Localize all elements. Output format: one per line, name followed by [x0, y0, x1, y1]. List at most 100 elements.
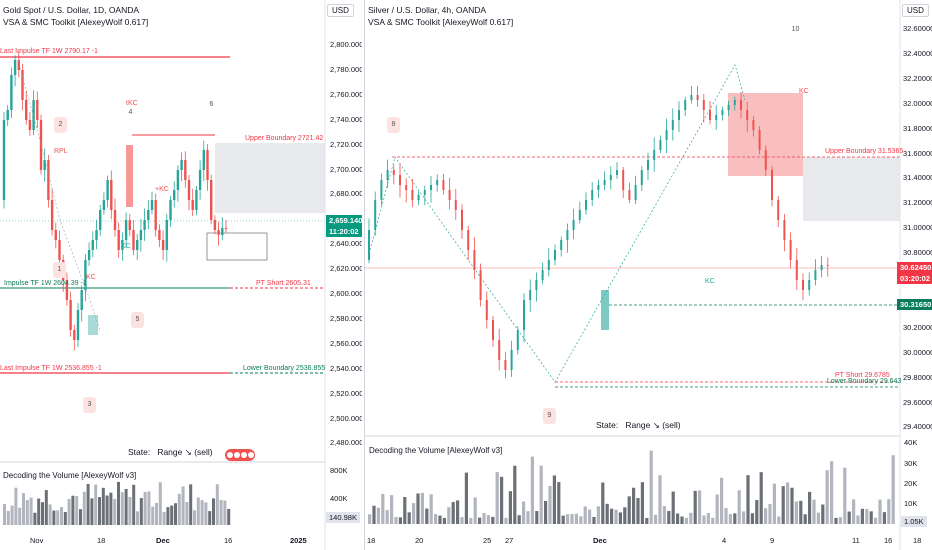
silver-price-tick: 30.20000 — [903, 322, 932, 332]
silver-candle-body — [727, 105, 730, 110]
gold-volume-bar — [44, 490, 48, 525]
silver-candle-body — [597, 185, 600, 190]
gold-state-label: State: — [128, 447, 151, 457]
gold-time-tick: Nov — [30, 536, 44, 545]
silver-volume-bar — [522, 501, 526, 524]
silver-volume-tick-20k: 20K — [904, 479, 918, 488]
silver-volume-bar — [640, 482, 644, 524]
silver-volume-bar — [495, 471, 499, 524]
gold-volume-bar — [6, 510, 10, 525]
gold-time-tick: 18 — [97, 536, 106, 545]
silver-volume-bar — [425, 508, 429, 524]
silver-volume-bar — [394, 516, 398, 524]
silver-candle-body — [461, 210, 463, 230]
silver-candle-body — [560, 240, 563, 250]
gold-volume-bar — [71, 495, 75, 525]
gold-price-tick: 2,620.000 — [330, 264, 362, 274]
gold-volume-bar — [177, 493, 181, 525]
silver-candle-body — [684, 100, 687, 110]
silver-chart-title-block: Silver / U.S. Dollar, 4h, OANDA VSA & SM… — [368, 4, 513, 28]
silver-time-tick: 25 — [483, 536, 492, 545]
gold-currency-button[interactable]: USD — [327, 4, 354, 17]
silver-price-tick: 29.80000 — [903, 372, 932, 382]
gold-candle-body — [121, 240, 124, 250]
silver-wave-marker-10: 10 — [791, 26, 800, 33]
silver-volume-bar — [865, 509, 869, 524]
gold-volume-bar — [158, 482, 162, 525]
silver-volume-bar — [447, 507, 451, 524]
silver-demand-zone — [601, 290, 609, 330]
silver-candle-body — [566, 230, 569, 240]
silver-volume-bar — [860, 508, 864, 524]
silver-volume-bar — [715, 494, 719, 524]
silver-volume-bar — [473, 497, 477, 524]
silver-candle-body — [585, 200, 587, 210]
gold-volume-bar — [75, 496, 79, 525]
silver-volume-bar — [548, 485, 552, 524]
silver-currency-button[interactable]: USD — [902, 4, 929, 17]
silver-candle-body — [715, 115, 718, 120]
silver-volume-bar — [891, 455, 895, 524]
silver-volume-bar — [526, 511, 530, 524]
silver-volume-bar — [368, 514, 372, 524]
gold-volume-bar — [136, 511, 139, 525]
silver-volume-tick-30k: 30K — [904, 459, 918, 468]
gold-chart-pane[interactable]: Gold Spot / U.S. Dollar, 1D, OANDA VSA &… — [0, 0, 362, 550]
gold-candle-body — [139, 230, 143, 240]
gold-candle-body — [25, 100, 28, 120]
silver-time-tick: 9 — [770, 536, 775, 545]
gold-price-tick: 2,740.000 — [330, 114, 362, 124]
silver-candle-body — [380, 180, 383, 200]
gold-candle-body — [43, 160, 46, 170]
silver-candle-body — [504, 360, 507, 370]
silver-candle-body — [808, 280, 811, 290]
silver-volume-bar — [852, 499, 856, 524]
gold-lower-boundary-label: Lower Boundary 2536.855 — [243, 365, 326, 372]
gold-candle-body — [58, 240, 61, 260]
silver-price-chart[interactable] — [365, 0, 932, 550]
gold-candle-body — [124, 220, 128, 240]
gold-volume-bar — [212, 498, 215, 525]
gold-kc-zone-red — [126, 145, 133, 207]
gold-target-box — [206, 232, 268, 261]
silver-candle-body — [628, 190, 631, 200]
silver-pt-short-label: PT Short 29.6785 — [835, 372, 890, 379]
silver-volume-tick-10k: 10K — [904, 499, 918, 508]
silver-volume-bar — [684, 517, 688, 524]
gold-price-chart[interactable] — [0, 0, 362, 550]
silver-candle-body — [826, 265, 829, 266]
silver-wave-path — [369, 64, 746, 383]
gold-state-readout: State: Range ↘ (sell) — [128, 447, 213, 458]
gold-volume-bar — [143, 491, 147, 525]
silver-volume-bar — [830, 461, 834, 524]
silver-volume-bar — [486, 514, 490, 524]
gold-candle-body — [136, 240, 139, 250]
silver-volume-bar — [434, 513, 438, 524]
gold-volume-bar — [196, 497, 200, 525]
silver-lower-boundary-label: Lower Boundary 29.643 — [827, 378, 902, 385]
silver-candle-body — [733, 100, 736, 105]
silver-volume-bar — [500, 476, 504, 524]
silver-volume-bar — [385, 510, 389, 524]
silver-price-tick: 29.60000 — [903, 397, 932, 407]
gold-last-impulse-top-label: Last Impulse TF 1W 2790.17 -1 — [0, 48, 98, 55]
silver-price-tick: 32.00000 — [903, 98, 932, 108]
gold-volume-bar — [67, 498, 71, 525]
silver-volume-bar — [662, 506, 666, 524]
silver-chart-title: Silver / U.S. Dollar, 4h, OANDA — [368, 5, 487, 15]
silver-candle-body — [448, 190, 451, 200]
silver-volume-bar — [407, 512, 411, 524]
silver-state-readout: State: Range ↘ (sell) — [596, 420, 681, 431]
gold-volume-tick-400k: 400K — [330, 494, 348, 503]
silver-chart-pane[interactable]: Silver / U.S. Dollar, 4h, OANDA VSA & SM… — [364, 0, 932, 550]
silver-volume-bar — [764, 508, 768, 524]
silver-state-label: State: — [596, 420, 619, 430]
silver-volume-bar — [869, 511, 873, 524]
gold-price-tick: 2,780.000 — [330, 64, 362, 74]
gold-candle-body — [210, 180, 213, 220]
gold-volume-bar — [33, 512, 37, 525]
silver-volume-bar — [478, 517, 482, 524]
silver-volume-bar — [570, 514, 574, 524]
gold-candle-body — [187, 180, 191, 200]
gold-volume-bar — [60, 507, 63, 525]
